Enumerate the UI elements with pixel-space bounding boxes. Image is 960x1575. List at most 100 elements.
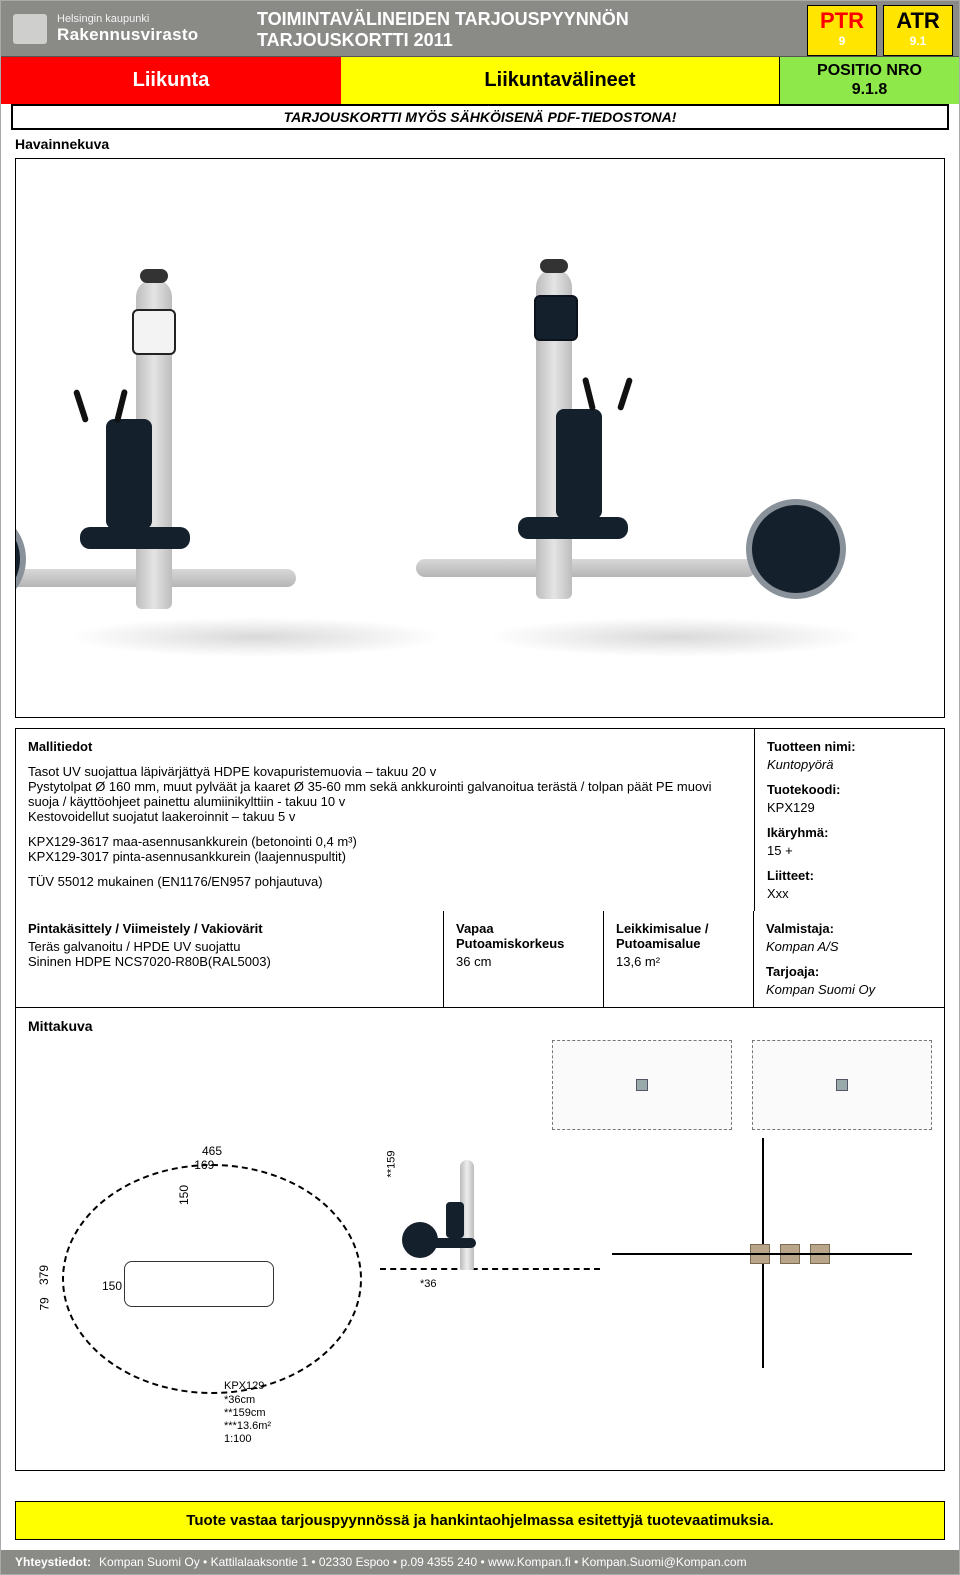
- doc-title: TOIMINTAVÄLINEIDEN TARJOUSPYYNNÖN TARJOU…: [251, 1, 807, 56]
- dim-150b: 150: [177, 1185, 191, 1205]
- mittakuva-label: Mittakuva: [28, 1018, 932, 1034]
- malli-p3: Kestovoidellut suojatut laakeroinnit – t…: [28, 809, 742, 824]
- wheel-icon: [402, 1222, 438, 1258]
- mallitiedot-heading: Mallitiedot: [28, 739, 742, 754]
- ptr-label: PTR: [808, 8, 876, 34]
- ptr-tab: PTR 9: [807, 5, 877, 56]
- header-top: Helsingin kaupunki Rakennusvirasto TOIMI…: [1, 1, 959, 56]
- footprint-figure: 465 169 379 79 150 150 KPX129 *36cm **15…: [28, 1138, 368, 1454]
- legend-box-icon: [836, 1079, 848, 1091]
- tuotteen-nimi-h: Tuotteen nimi:: [767, 739, 932, 754]
- vapaa-panel: Vapaa Putoamiskorkeus 36 cm: [444, 911, 604, 1007]
- atr-tab: ATR 9.1: [883, 5, 953, 56]
- tech-drawing-a: [552, 1040, 732, 1130]
- vapaa-v: 36 cm: [456, 954, 591, 969]
- mallitiedot-left: Mallitiedot Tasot UV suojattua läpivärjä…: [16, 729, 754, 911]
- ikaryhma-h: Ikäryhmä:: [767, 825, 932, 840]
- pinta-l1: Teräs galvanoitu / HPDE UV suojattu: [28, 939, 431, 954]
- legend-box-icon: [636, 1079, 648, 1091]
- anchor-mark-icon: [750, 1244, 770, 1264]
- valmistaja-h: Valmistaja:: [766, 921, 932, 936]
- pinta-panel: Pintakäsittely / Viimeistely / Vakioväri…: [16, 911, 444, 1007]
- ground-line-icon: [380, 1268, 600, 1270]
- bar-icon: [416, 559, 756, 577]
- elevation-figure: **159 *36: [380, 1138, 600, 1288]
- mallitiedot-right: Tuotteen nimi: Kuntopyörä Tuotekoodi: KP…: [754, 729, 944, 911]
- equipment-right: [536, 269, 572, 599]
- doc-title-l2: TARJOUSKORTTI 2011: [257, 30, 801, 51]
- liitteet-h: Liitteet:: [767, 868, 932, 883]
- sign-icon: [534, 295, 578, 341]
- logo-icon: [13, 14, 47, 44]
- atr-label: ATR: [884, 8, 952, 34]
- tech-drawing-b: [752, 1040, 932, 1130]
- page: Helsingin kaupunki Rakennusvirasto TOIMI…: [0, 0, 960, 1575]
- footer-bar: Yhteystiedot: Kompan Suomi Oy • Kattilal…: [1, 1550, 959, 1574]
- handle-icon: [73, 389, 89, 423]
- tarjoaja-v: Kompan Suomi Oy: [766, 982, 932, 997]
- mallitiedot-block: Mallitiedot Tasot UV suojattua läpivärjä…: [15, 728, 945, 911]
- positio-label: POSITIO NRO: [817, 62, 922, 80]
- footer-label: Yhteystiedot:: [15, 1555, 91, 1569]
- supplier-panel: Valmistaja: Kompan A/S Tarjoaja: Kompan …: [754, 911, 944, 1007]
- band-green: POSITIO NRO 9.1.8: [779, 57, 959, 104]
- equipment-left: [136, 279, 172, 609]
- band-yellow: Liikuntavälineet: [341, 57, 779, 104]
- handle-icon: [582, 377, 596, 411]
- havainnek-label: Havainnekuva: [15, 136, 945, 152]
- liitteet-v: Xxx: [767, 886, 932, 901]
- dim-159: **159: [385, 1151, 397, 1178]
- conformance-banner: Tuote vastaa tarjouspyynnössä ja hankint…: [15, 1501, 945, 1540]
- dim-169: 169: [194, 1158, 214, 1172]
- sign-icon: [132, 309, 176, 355]
- leikki-panel: Leikkimisalue / Putoamisalue 13,6 m²: [604, 911, 754, 1007]
- tuotekoodi-v: KPX129: [767, 800, 932, 815]
- malli-p4: KPX129-3617 maa-asennusankkurein (betono…: [28, 834, 742, 849]
- org-main: Rakennusvirasto: [57, 25, 199, 45]
- tuotekoodi-h: Tuotekoodi:: [767, 782, 932, 797]
- legend-l5: 1:100: [224, 1433, 271, 1446]
- seat-back-icon: [106, 419, 152, 529]
- org-sub: Helsingin kaupunki: [57, 13, 199, 25]
- shadow-icon: [486, 617, 866, 657]
- pinta-h: Pintakäsittely / Viimeistely / Vakioväri…: [28, 921, 431, 936]
- dim-150: 150: [102, 1279, 122, 1293]
- content: Havainnekuva: [1, 130, 959, 1483]
- code-tabs: PTR 9 ATR 9.1: [807, 1, 959, 56]
- doc-title-l1: TOIMINTAVÄLINEIDEN TARJOUSPYYNNÖN: [257, 9, 801, 30]
- seat-icon: [80, 527, 190, 549]
- legend-l1: KPX129: [224, 1380, 271, 1393]
- dim-379: 379: [37, 1265, 51, 1285]
- malli-p1: Tasot UV suojattua läpivärjättyä HDPE ko…: [28, 764, 742, 779]
- anchor-mark-icon: [810, 1244, 830, 1264]
- legend-l2: *36cm: [224, 1394, 271, 1407]
- leikki-v: 13,6 m²: [616, 954, 741, 969]
- seat-icon: [518, 517, 628, 539]
- footprint-inner-icon: [124, 1261, 274, 1307]
- back-icon: [446, 1202, 464, 1238]
- valmistaja-v: Kompan A/S: [766, 939, 932, 954]
- havainnek-image: [15, 158, 945, 718]
- seat-back-icon: [556, 409, 602, 519]
- positio-value: 9.1.8: [852, 81, 888, 99]
- footer-text: Kompan Suomi Oy • Kattilalaaksontie 1 • …: [99, 1555, 747, 1569]
- dim-79: 79: [38, 1298, 52, 1311]
- dim-465: 465: [202, 1144, 222, 1158]
- malli-p2: Pystytolpat Ø 160 mm, muut pylväät ja ka…: [28, 779, 742, 809]
- ikaryhma-v: 15 +: [767, 843, 932, 858]
- wheel-icon: [15, 509, 26, 609]
- band-red: Liikunta: [1, 57, 341, 104]
- logo-block: Helsingin kaupunki Rakennusvirasto: [1, 1, 251, 56]
- shadow-icon: [66, 617, 446, 657]
- wheel-icon: [746, 499, 846, 599]
- legend-l3: **159cm: [224, 1407, 271, 1420]
- legend-l4: ***13.6m²: [224, 1420, 271, 1433]
- handle-icon: [617, 377, 633, 411]
- ptr-value: 9: [808, 34, 876, 48]
- footprint-legend: KPX129 *36cm **159cm ***13.6m² 1:100: [224, 1380, 271, 1446]
- pinta-l2: Sininen HDPE NCS7020-R80B(RAL5003): [28, 954, 431, 969]
- tuotteen-nimi-v: Kuntopyörä: [767, 757, 932, 772]
- header-band: Liikunta Liikuntavälineet POSITIO NRO 9.…: [1, 56, 959, 104]
- footprint-oval: 465 169 379 79 150 150 KPX129 *36cm **15…: [62, 1164, 362, 1394]
- logo-text: Helsingin kaupunki Rakennusvirasto: [57, 13, 199, 45]
